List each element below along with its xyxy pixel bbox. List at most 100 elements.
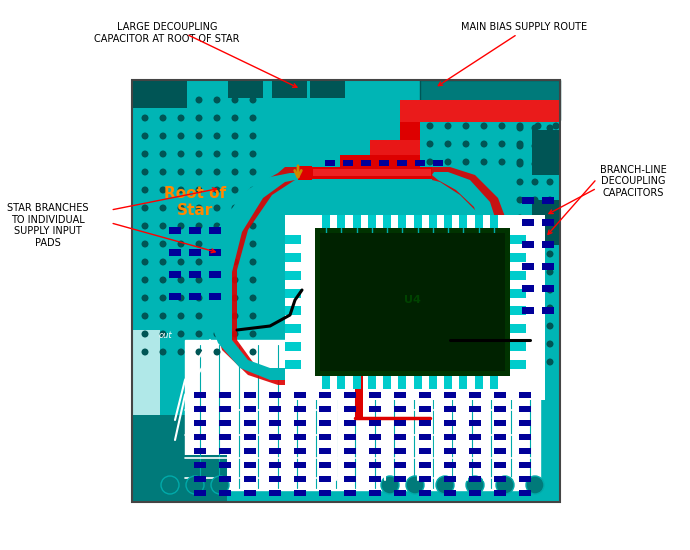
Ellipse shape	[213, 277, 221, 283]
Bar	[394, 434, 406, 440]
Text: Root of
Star: Root of Star	[164, 186, 226, 218]
Bar	[415, 160, 425, 166]
Bar	[269, 490, 281, 496]
Ellipse shape	[498, 158, 506, 166]
Ellipse shape	[141, 133, 148, 140]
Bar	[194, 420, 206, 426]
Ellipse shape	[232, 331, 239, 338]
Bar	[194, 448, 206, 454]
Ellipse shape	[517, 268, 524, 276]
Ellipse shape	[531, 107, 538, 113]
Bar	[542, 263, 554, 270]
Ellipse shape	[426, 104, 433, 112]
Bar	[379, 160, 389, 166]
Bar	[189, 293, 201, 300]
Bar	[369, 448, 381, 454]
Bar	[370, 140, 420, 158]
Ellipse shape	[546, 233, 553, 239]
Ellipse shape	[159, 277, 166, 283]
Ellipse shape	[195, 186, 202, 194]
Bar	[219, 462, 231, 468]
Bar	[169, 271, 181, 278]
Ellipse shape	[177, 240, 184, 248]
Ellipse shape	[250, 240, 257, 248]
Bar	[244, 392, 256, 398]
Ellipse shape	[213, 205, 221, 212]
Ellipse shape	[177, 223, 184, 229]
Bar	[285, 215, 545, 400]
Bar	[494, 406, 506, 412]
Ellipse shape	[462, 140, 469, 147]
Text: U4: U4	[404, 295, 420, 305]
Bar	[194, 476, 206, 482]
Bar	[400, 100, 560, 122]
Ellipse shape	[159, 331, 166, 338]
Bar	[469, 490, 481, 496]
Bar	[244, 490, 256, 496]
Ellipse shape	[141, 294, 148, 301]
Ellipse shape	[159, 258, 166, 266]
Bar	[494, 476, 506, 482]
Ellipse shape	[159, 223, 166, 229]
Bar	[494, 392, 506, 398]
Bar	[475, 376, 483, 389]
Ellipse shape	[141, 96, 148, 103]
Ellipse shape	[250, 96, 257, 103]
Ellipse shape	[531, 250, 538, 257]
Ellipse shape	[250, 223, 257, 229]
Bar	[394, 462, 406, 468]
Ellipse shape	[141, 223, 148, 229]
Bar	[132, 415, 187, 455]
Bar	[169, 293, 181, 300]
Ellipse shape	[177, 349, 184, 355]
Ellipse shape	[462, 104, 469, 112]
Ellipse shape	[250, 349, 257, 355]
Ellipse shape	[517, 287, 524, 294]
Bar	[269, 462, 281, 468]
Bar	[510, 253, 526, 262]
Ellipse shape	[250, 133, 257, 140]
Ellipse shape	[213, 258, 221, 266]
Ellipse shape	[535, 104, 542, 112]
Ellipse shape	[531, 322, 538, 329]
Bar	[369, 476, 381, 482]
Text: LARGE DECOUPLING
CAPACITOR AT ROOT OF STAR: LARGE DECOUPLING CAPACITOR AT ROOT OF ST…	[95, 22, 239, 43]
Ellipse shape	[480, 140, 488, 147]
Ellipse shape	[531, 124, 538, 131]
Bar	[398, 215, 406, 228]
Bar	[209, 249, 221, 256]
Bar	[369, 490, 381, 496]
Bar	[370, 140, 420, 158]
Bar	[269, 448, 281, 454]
Bar	[510, 271, 526, 280]
Bar	[269, 392, 281, 398]
Ellipse shape	[232, 294, 239, 301]
Ellipse shape	[195, 240, 202, 248]
Bar	[294, 392, 306, 398]
Ellipse shape	[546, 142, 553, 150]
Bar	[419, 476, 431, 482]
Bar	[444, 462, 456, 468]
Ellipse shape	[177, 133, 184, 140]
Bar	[189, 227, 201, 234]
Bar	[494, 462, 506, 468]
Bar	[294, 434, 306, 440]
Ellipse shape	[426, 140, 433, 147]
Ellipse shape	[517, 158, 524, 166]
Bar	[353, 215, 361, 228]
Ellipse shape	[517, 359, 524, 366]
Bar	[519, 434, 531, 440]
Polygon shape	[185, 340, 540, 490]
Bar	[368, 376, 376, 389]
Ellipse shape	[141, 168, 148, 175]
Ellipse shape	[177, 114, 184, 122]
Ellipse shape	[250, 186, 257, 194]
Bar	[420, 80, 560, 120]
Ellipse shape	[232, 133, 239, 140]
Ellipse shape	[232, 186, 239, 194]
Ellipse shape	[462, 123, 469, 129]
Bar	[542, 241, 554, 248]
Ellipse shape	[517, 233, 524, 239]
Bar	[219, 392, 231, 398]
Bar	[510, 342, 526, 351]
